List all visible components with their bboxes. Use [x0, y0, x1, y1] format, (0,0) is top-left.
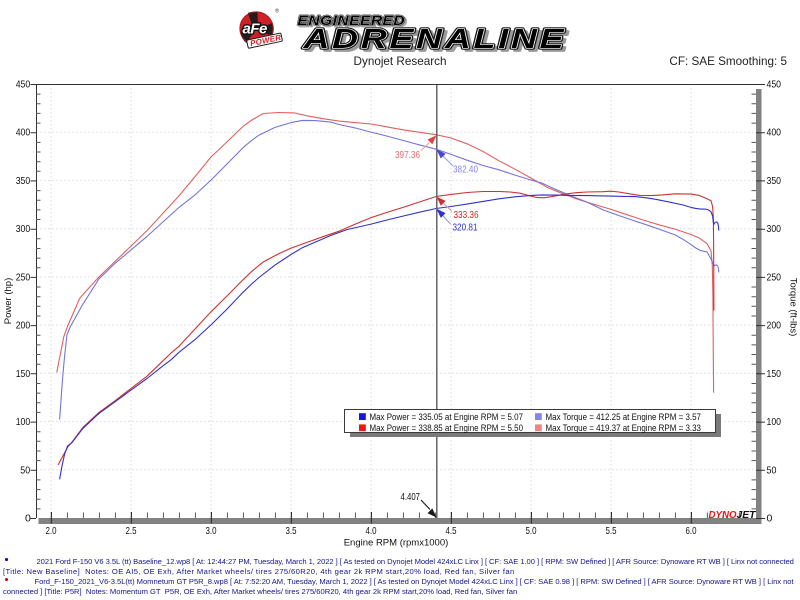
- svg-text:Torque (ft-lbs): Torque (ft-lbs): [788, 278, 799, 337]
- svg-text:200: 200: [16, 320, 31, 332]
- svg-text:JET: JET: [737, 509, 758, 521]
- svg-text:ENGINEERED: ENGINEERED: [298, 14, 406, 29]
- svg-text:250: 250: [767, 271, 782, 283]
- svg-text:ENGINEERED: ENGINEERED: [299, 15, 407, 30]
- svg-text:320.81: 320.81: [453, 223, 478, 234]
- svg-text:150: 150: [16, 368, 31, 380]
- svg-text:ADRENALINE: ADRENALINE: [302, 23, 566, 54]
- svg-text:300: 300: [16, 223, 31, 235]
- svg-text:300: 300: [767, 223, 782, 235]
- svg-text:aFe: aFe: [243, 21, 268, 38]
- svg-text:100: 100: [767, 416, 782, 428]
- svg-text:ADRENALINE: ADRENALINE: [302, 23, 566, 54]
- svg-text:0: 0: [25, 513, 31, 525]
- svg-text:333.36: 333.36: [454, 210, 479, 221]
- svg-text:350: 350: [767, 175, 782, 187]
- svg-text:2.0: 2.0: [46, 525, 57, 537]
- svg-text:Power (hp): Power (hp): [3, 278, 14, 324]
- svg-text:0: 0: [767, 513, 773, 525]
- svg-text:Engine RPM (rpmx1000): Engine RPM (rpmx1000): [344, 538, 449, 549]
- svg-text:150: 150: [767, 368, 782, 380]
- svg-text:®: ®: [275, 8, 279, 15]
- svg-text:aFe: aFe: [243, 21, 268, 38]
- svg-text:DYNO: DYNO: [709, 509, 737, 521]
- svg-text:50: 50: [767, 464, 777, 476]
- svg-text:ADRENALINE: ADRENALINE: [306, 26, 570, 57]
- svg-text:450: 450: [16, 79, 31, 91]
- svg-text:ADRENALINE: ADRENALINE: [302, 23, 566, 54]
- svg-text:50: 50: [20, 464, 30, 476]
- svg-text:Max Power = 335.05 at Engine R: Max Power = 335.05 at Engine RPM = 5.07: [370, 412, 524, 422]
- svg-text:3.0: 3.0: [206, 525, 217, 537]
- svg-text:2.5: 2.5: [126, 525, 137, 537]
- svg-text:3.5: 3.5: [286, 525, 297, 537]
- svg-text:350: 350: [16, 175, 31, 187]
- svg-text:100: 100: [16, 416, 31, 428]
- svg-text:250: 250: [16, 271, 31, 283]
- svg-text:5.5: 5.5: [606, 525, 617, 537]
- svg-text:Max Power = 338.85 at Engine R: Max Power = 338.85 at Engine RPM = 5.50: [370, 423, 524, 433]
- svg-text:450: 450: [767, 79, 782, 91]
- svg-text:397.36: 397.36: [395, 150, 420, 161]
- svg-text:400: 400: [767, 127, 782, 139]
- svg-text:Max Torque = 419.37 at Engine: Max Torque = 419.37 at Engine RPM = 3.33: [546, 423, 702, 433]
- svg-text:400: 400: [16, 127, 31, 139]
- svg-text:4.5: 4.5: [446, 525, 457, 537]
- svg-text:4.407: 4.407: [401, 492, 421, 503]
- svg-text:382.40: 382.40: [453, 165, 478, 176]
- svg-text:6.0: 6.0: [686, 525, 697, 537]
- svg-text:200: 200: [767, 320, 782, 332]
- svg-text:5.0: 5.0: [526, 525, 537, 537]
- svg-text:ENGINEERED: ENGINEERED: [298, 14, 406, 29]
- svg-text:4.0: 4.0: [366, 525, 377, 537]
- svg-text:ENGINEERED: ENGINEERED: [298, 14, 406, 29]
- svg-text:Max Torque = 412.25 at Engine: Max Torque = 412.25 at Engine RPM = 3.57: [546, 412, 702, 422]
